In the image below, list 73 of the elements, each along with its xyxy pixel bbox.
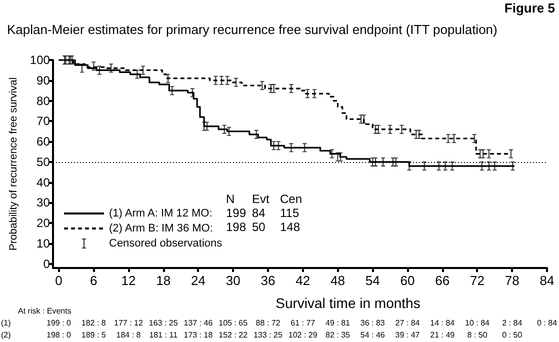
text: 88 : 72	[256, 318, 281, 328]
annotation: N	[226, 192, 235, 206]
x-tick-label: 66	[435, 273, 450, 288]
y-tick-label: 30	[36, 196, 50, 210]
text: 0 : 84	[536, 318, 558, 328]
legend-label: Censored observations	[109, 238, 223, 250]
text: 189 : 5	[81, 330, 106, 340]
text: 82 : 35	[326, 330, 351, 340]
text: 2 : 84	[502, 318, 523, 328]
text: 182 : 8	[81, 318, 106, 328]
text: 102 : 29	[288, 330, 318, 340]
x-tick-label: 30	[226, 273, 240, 288]
x-tick-label: 84	[540, 273, 554, 288]
text: 184 : 8	[116, 330, 142, 340]
y-tick-label: 80	[36, 94, 50, 108]
text: 152 : 22	[218, 330, 248, 340]
x-tick-label: 48	[330, 273, 345, 288]
text: 10 : 84	[465, 318, 490, 328]
text: 177 : 12	[114, 318, 144, 328]
x-tick-label: 54	[365, 273, 380, 288]
text: 8 : 50	[467, 330, 488, 340]
text: 199 : 0	[46, 318, 72, 328]
caption: Figure 5	[504, 0, 555, 16]
text: 14 : 84	[430, 318, 456, 328]
x-tick-label: 0	[55, 273, 62, 288]
legend-label: (1) Arm A: IM 12 MO:	[109, 208, 212, 220]
text: 105 : 65	[218, 318, 248, 328]
y-axis-title: Probability of recurrence free survival	[8, 77, 20, 251]
annotation: 50	[252, 220, 266, 234]
annotation: 148	[280, 220, 300, 234]
x-tick-label: 36	[260, 273, 276, 288]
text: 198 : 0	[46, 330, 72, 340]
y-tick-label: 40	[36, 175, 50, 190]
x-tick-label: 42	[296, 273, 310, 288]
text: 21 : 49	[430, 330, 456, 340]
y-tick-label: 20	[36, 216, 50, 230]
text: 133 : 25	[254, 330, 283, 340]
y-tick-label: 10	[36, 236, 50, 251]
x-tick-label: 24	[191, 273, 206, 288]
text: 54 : 46	[360, 330, 386, 340]
annotation: 84	[252, 206, 266, 220]
annotation: Cen	[280, 192, 302, 206]
x-tick-label: 18	[156, 273, 171, 288]
text: 49 : 81	[326, 318, 351, 328]
x-axis-title: Survival time in months	[276, 295, 420, 311]
text: 39 : 47	[395, 330, 420, 340]
y-tick-label: 70	[36, 114, 50, 128]
y-tick-label: 90	[36, 73, 50, 88]
legend-label: (2) Arm B: IM 36 MO:	[109, 222, 213, 234]
y-tick-label: 50	[36, 154, 50, 169]
annotation: Evt	[252, 192, 270, 206]
text: 163 : 25	[148, 318, 178, 328]
chart-title: Kaplan-Meier estimates for primary recurrence free survival endpoint (ITT population)	[7, 22, 498, 37]
annotation: 199	[226, 206, 246, 220]
text: At risk : Events	[18, 306, 72, 316]
text: 137 : 46	[184, 318, 214, 328]
annotation: 115	[280, 206, 300, 220]
x-tick-label: 6	[90, 273, 98, 288]
text: (2)	[1, 330, 12, 340]
text: 181 : 11	[149, 330, 178, 340]
y-tick-label: 60	[36, 134, 50, 149]
x-tick-label: 60	[400, 273, 415, 288]
text: 36 : 83	[360, 318, 386, 328]
y-tick-label: 100	[30, 53, 50, 67]
x-tick-label: 72	[470, 273, 484, 288]
text: (1)	[1, 318, 12, 328]
annotation: 198	[226, 220, 246, 234]
text: 0 : 50	[502, 330, 523, 340]
x-tick-label: 12	[121, 273, 136, 288]
text: 27 : 84	[395, 318, 420, 328]
x-tick-label: 78	[504, 273, 520, 288]
text: 61 : 77	[290, 318, 316, 328]
text: 173 : 18	[184, 330, 214, 340]
